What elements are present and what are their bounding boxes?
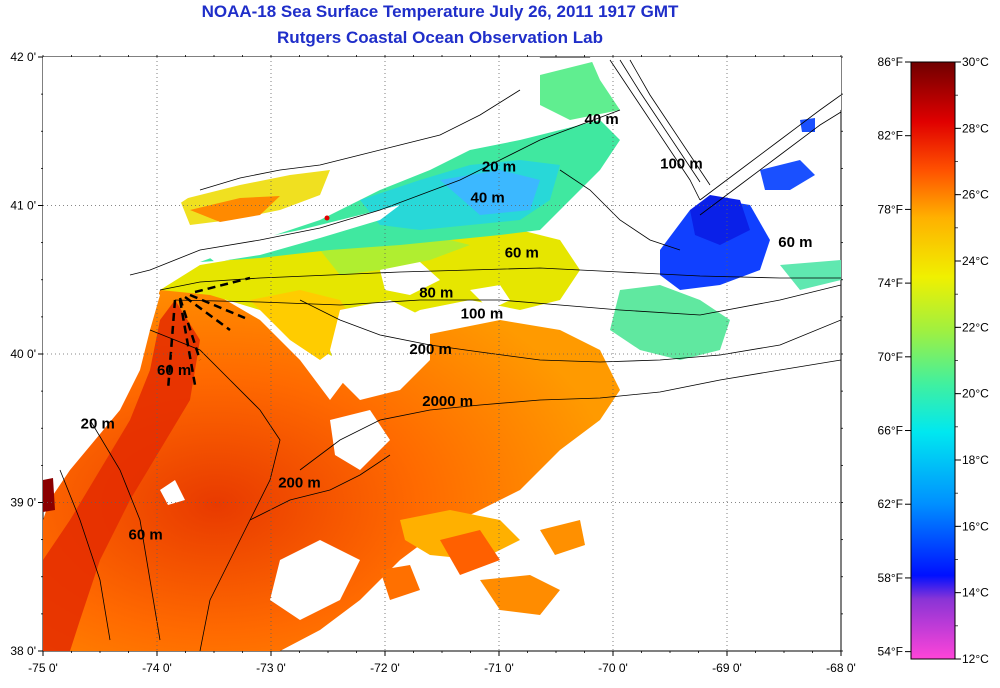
lon-tick-label: -75 0'	[28, 661, 58, 675]
map-title: NOAA-18 Sea Surface Temperature July 26,…	[201, 2, 679, 21]
colorbar	[910, 61, 956, 660]
lat-tick-label: 39 0'	[10, 496, 36, 510]
contour-depth-label: 100 m	[660, 155, 703, 172]
cb-f-label: 58°F	[878, 571, 903, 585]
contour-depth-label: 2000 m	[422, 393, 473, 410]
cb-c-label: 12°C	[962, 652, 989, 666]
lon-tick-label: -71 0'	[484, 661, 514, 675]
colorbar-fahrenheit-scale: 86°F 82°F 78°F 74°F 70°F 66°F 62°F 58°F 54°F	[878, 55, 911, 659]
contour-depth-label: 40 m	[470, 190, 504, 207]
cb-c-label: 16°C	[962, 519, 989, 533]
contour-depth-label: 60 m	[157, 362, 191, 379]
cb-f-label: 78°F	[878, 202, 903, 216]
cb-c-label: 24°C	[962, 254, 989, 268]
contour-depth-label: 100 m	[461, 305, 504, 322]
contour-depth-label: 60 m	[778, 234, 812, 251]
contour-depth-label: 60 m	[128, 527, 162, 544]
contour-depth-label: 200 m	[278, 475, 321, 492]
contour-depth-label: 80 m	[419, 285, 453, 302]
lat-tick-label: 40 0'	[10, 347, 36, 361]
cb-c-label: 20°C	[962, 387, 989, 401]
contour-depth-label: 40 m	[584, 111, 618, 128]
longitude-axis: -75 0' -74 0' -73 0' -72 0' -71 0' -70 0' -69 …	[28, 55, 856, 675]
lat-tick-label: 42 0'	[10, 50, 36, 64]
cb-c-label: 26°C	[962, 188, 989, 202]
lon-tick-label: -74 0'	[142, 661, 172, 675]
cb-f-label: 86°F	[878, 55, 903, 69]
contour-depth-label: 60 m	[505, 244, 539, 261]
cb-c-label: 28°C	[962, 121, 989, 135]
cb-f-label: 82°F	[878, 129, 903, 143]
cb-c-label: 30°C	[962, 55, 989, 69]
cb-f-label: 54°F	[878, 645, 903, 659]
lon-tick-label: -73 0'	[256, 661, 286, 675]
latitude-axis: 42 0' 41 0' 40 0' 39 0' 38 0'	[10, 50, 843, 658]
cb-c-label: 22°C	[962, 320, 989, 334]
sst-field	[43, 57, 841, 651]
transect-lines	[166, 276, 251, 391]
graticule	[43, 57, 841, 651]
cb-c-label: 18°C	[962, 453, 989, 467]
cb-c-label: 14°C	[962, 586, 989, 600]
lat-tick-label: 38 0'	[10, 644, 36, 658]
lon-tick-label: -68 0'	[826, 661, 856, 675]
lat-tick-label: 41 0'	[10, 199, 36, 213]
contour-depth-label: 200 m	[409, 341, 452, 358]
colorbar-celsius-scale: 30°C 28°C 26°C 24°C 22°C 20°C 18°C 16°C 14°C 12°C	[955, 55, 989, 666]
cb-f-label: 70°F	[878, 350, 903, 364]
contour-depth-label: 20 m	[81, 415, 115, 432]
lon-tick-label: -70 0'	[598, 661, 628, 675]
lon-tick-label: -69 0'	[712, 661, 742, 675]
lon-tick-label: -72 0'	[370, 661, 400, 675]
station-marker	[324, 215, 330, 221]
cb-f-label: 62°F	[878, 497, 903, 511]
contour-depth-labels: 40 m 20 m 40 m 100 m 60 m 60 m 80 m 100 m 200 m 6…	[81, 111, 813, 544]
map-subtitle: Rutgers Coastal Ocean Observation Lab	[277, 28, 603, 47]
contour-depth-label: 20 m	[482, 158, 516, 175]
cb-f-label: 74°F	[878, 276, 903, 290]
cb-f-label: 66°F	[878, 424, 903, 438]
